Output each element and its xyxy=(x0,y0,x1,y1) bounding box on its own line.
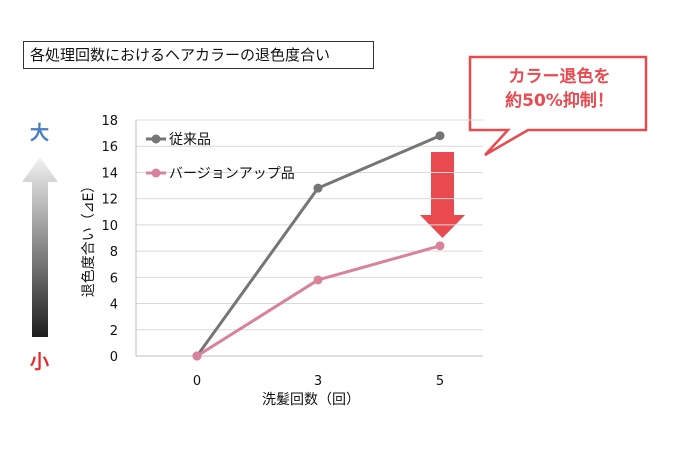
callout-line1: カラー退色を xyxy=(508,67,611,87)
legend-swatch-marker xyxy=(151,134,161,144)
series-line-1 xyxy=(196,244,441,358)
x-tick-labels: 0 3 5 xyxy=(193,374,444,389)
callout-bubble xyxy=(468,55,648,157)
series-group xyxy=(192,131,445,361)
data-point xyxy=(313,275,323,285)
legend-label: バージョンアップ品 xyxy=(169,166,295,182)
y-tick-label: 12 xyxy=(101,193,118,208)
y-tick-label: 14 xyxy=(101,166,118,181)
chart-title: 各処理回数におけるヘアカラーの退色度合い xyxy=(23,41,374,69)
y-tick-label: 18 xyxy=(101,114,118,129)
callout-text: カラー退色を 約50%抑制！ xyxy=(477,65,642,113)
data-point xyxy=(435,131,445,141)
y-tick-label: 0 xyxy=(110,350,118,365)
grid-lines xyxy=(136,119,483,331)
down-arrow xyxy=(420,152,465,238)
y-tick-label: 6 xyxy=(110,271,118,286)
x-tick-label: 5 xyxy=(436,374,444,389)
legend-swatch-marker xyxy=(151,168,161,178)
scale-bottom-label: 小 xyxy=(30,351,50,373)
callout-line2: 約50%抑制！ xyxy=(505,91,614,111)
scale-top-label: 大 xyxy=(30,122,50,144)
data-point xyxy=(192,351,202,361)
y-axis-label: 退色度合い（⊿E） xyxy=(80,179,97,298)
y-tick-label: 2 xyxy=(110,324,118,339)
legend-label: 従来品 xyxy=(169,132,211,148)
data-point xyxy=(313,183,323,193)
data-point xyxy=(435,241,445,251)
y-tick-label: 10 xyxy=(101,219,118,234)
x-tick-label: 0 xyxy=(193,374,201,389)
y-tick-label: 16 xyxy=(101,140,118,155)
y-tick-labels: 0 2 4 6 8 10 12 14 16 18 xyxy=(101,114,118,365)
x-tick-label: 3 xyxy=(314,374,322,389)
y-tick-label: 4 xyxy=(110,298,118,313)
scale-gradient-arrow xyxy=(22,157,58,337)
y-tick-label: 8 xyxy=(110,245,118,260)
x-axis-label: 洗髪回数（回） xyxy=(262,392,360,408)
